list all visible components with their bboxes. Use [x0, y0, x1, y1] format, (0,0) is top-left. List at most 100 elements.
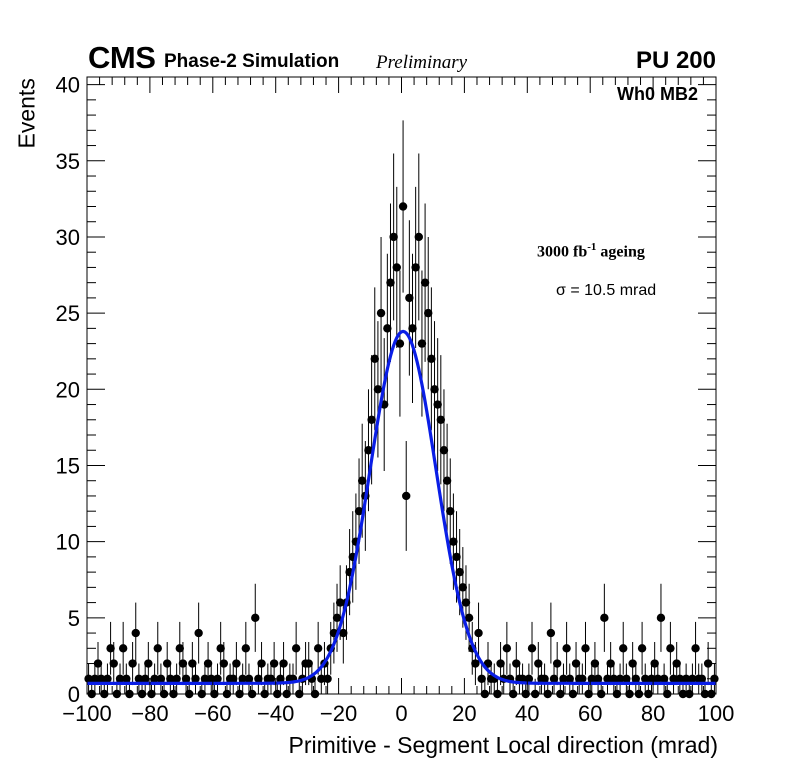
x-tick-label: −80: [131, 701, 168, 726]
data-point: [172, 674, 181, 683]
data-point: [521, 689, 530, 699]
data-point: [144, 659, 153, 668]
data-point: [207, 674, 216, 683]
data-point: [455, 567, 464, 577]
data-point: [480, 689, 490, 699]
x-tick-label: 100: [698, 701, 735, 726]
experiment-label: CMS: [88, 40, 156, 75]
data-point: [508, 689, 518, 699]
data-point: [417, 339, 427, 348]
data-point: [556, 689, 565, 699]
data-point: [631, 674, 641, 683]
data-point: [197, 689, 206, 699]
x-tick-label: −40: [257, 701, 294, 726]
data-point: [210, 689, 219, 699]
data-point: [524, 674, 534, 683]
data-point: [112, 689, 122, 699]
data-point: [512, 659, 521, 668]
data-point: [125, 689, 134, 699]
data-point: [364, 446, 373, 455]
data-point: [279, 659, 288, 668]
data-point: [251, 613, 260, 623]
data-point: [229, 674, 238, 683]
data-point: [93, 659, 103, 668]
data-point: [600, 613, 609, 623]
data-point: [549, 674, 559, 683]
data-point: [185, 689, 194, 699]
data-point: [590, 659, 600, 668]
data-point: [436, 415, 446, 424]
data-point: [332, 613, 342, 623]
data-point: [496, 659, 505, 668]
data-point: [430, 385, 439, 394]
data-point: [518, 674, 527, 683]
x-tick-label: −60: [194, 701, 231, 726]
data-point: [134, 674, 144, 683]
ageing-exponent: -1: [587, 241, 597, 253]
data-point: [622, 674, 631, 683]
data-point: [238, 674, 247, 683]
data-point: [606, 659, 615, 668]
data-point: [562, 644, 571, 653]
y-tick-label: 5: [68, 606, 80, 631]
y-tick-label: 25: [56, 301, 80, 326]
data-point: [335, 598, 345, 607]
data-point: [449, 537, 458, 546]
data-point: [625, 689, 634, 699]
data-point: [405, 293, 414, 303]
data-point: [266, 674, 276, 683]
data-point: [685, 689, 694, 699]
ageing-label: 3000 fb-1 ageing: [537, 241, 645, 261]
ageing-word: ageing: [596, 243, 645, 261]
data-point: [276, 674, 285, 683]
status-label: Preliminary: [376, 52, 468, 73]
data-point: [540, 674, 549, 683]
data-point: [584, 689, 593, 699]
data-point: [339, 628, 348, 638]
y-tick-label: 10: [56, 530, 80, 555]
data-point: [137, 689, 147, 699]
data-point: [128, 659, 137, 668]
data-point: [291, 644, 301, 653]
data-point: [357, 476, 367, 485]
data-point: [446, 506, 455, 516]
data-point: [389, 232, 398, 242]
data-point: [175, 644, 184, 653]
data-point: [420, 278, 430, 287]
data-point: [527, 644, 537, 653]
data-point: [650, 659, 659, 668]
data-point: [543, 689, 552, 699]
data-point: [169, 689, 178, 699]
data-point: [317, 674, 326, 683]
ageing-value: 3000 fb: [537, 243, 588, 261]
data-point: [675, 674, 685, 683]
data-point: [188, 659, 197, 668]
data-point: [597, 689, 606, 699]
data-point: [109, 659, 118, 668]
data-point: [235, 689, 244, 699]
data-point: [402, 491, 411, 501]
data-point: [257, 659, 266, 668]
data-point: [408, 324, 417, 333]
y-tick-label: 15: [56, 453, 80, 478]
data-point: [634, 689, 644, 699]
data-point: [593, 674, 603, 683]
data-point: [546, 628, 556, 638]
data-point: [140, 674, 150, 683]
data-point: [150, 674, 159, 683]
data-point: [103, 674, 112, 683]
data-point: [565, 674, 574, 683]
data-point: [427, 354, 436, 364]
y-tick-label: 30: [56, 225, 80, 250]
data-point: [502, 644, 512, 653]
data-point: [166, 674, 175, 683]
data-point: [181, 674, 191, 683]
data-point: [122, 674, 131, 683]
data-point: [578, 674, 587, 683]
sigma-label: σ = 10.5 mrad: [556, 282, 657, 299]
pileup-label: PU 200: [635, 47, 716, 74]
data-point: [493, 689, 502, 699]
data-point: [203, 659, 213, 668]
data-point: [414, 232, 423, 242]
data-point: [619, 644, 628, 653]
